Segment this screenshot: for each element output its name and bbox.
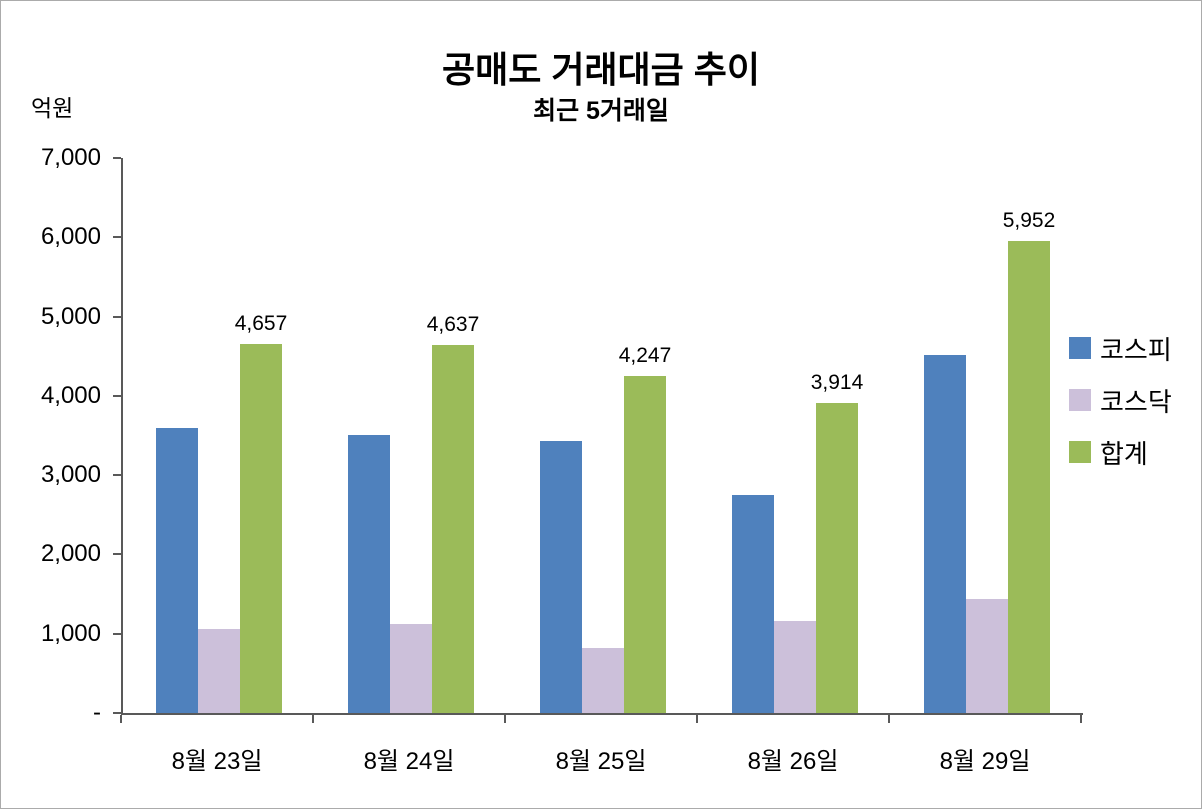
legend-swatch (1069, 389, 1091, 411)
y-tick-label: - (93, 699, 101, 726)
bar-코스닥 (582, 648, 624, 713)
x-tick-mark (1080, 715, 1082, 723)
y-tick-label: 1,000 (40, 619, 101, 647)
bar-합계 (240, 344, 282, 713)
x-tick-label: 8월 25일 (555, 748, 647, 775)
y-tick-label: 2,000 (40, 540, 101, 568)
bar-합계 (624, 376, 666, 713)
data-label: 4,247 (618, 344, 672, 367)
y-tick-label: 3,000 (40, 461, 101, 489)
chart-title: 공매도 거래대금 추이 (441, 49, 761, 90)
data-label: 5,952 (1002, 209, 1056, 232)
x-tick-mark (312, 715, 314, 723)
data-label: 4,637 (426, 313, 480, 336)
x-tick-mark (504, 715, 506, 723)
data-label: 4,657 (234, 312, 288, 335)
x-tick-mark (888, 715, 890, 723)
bar-코스닥 (966, 599, 1008, 713)
x-tick-mark (120, 715, 122, 723)
plot-area: 4,657 4,637 4,247 3,914 5,952 (113, 157, 1083, 715)
legend-label: 코스피 (1100, 334, 1172, 365)
data-label: 3,914 (810, 371, 864, 394)
x-tick-label: 8월 26일 (747, 748, 839, 775)
legend-swatch (1069, 441, 1091, 463)
y-tick-mark (113, 394, 121, 397)
legend-item: 합계 (1069, 438, 1172, 469)
x-tick-label: 8월 29일 (939, 748, 1031, 775)
bar-코스피 (540, 441, 582, 713)
bar-합계 (432, 345, 474, 713)
legend-label: 코스닥 (1100, 386, 1172, 417)
legend-item: 코스닥 (1069, 386, 1172, 417)
bar-코스닥 (198, 629, 240, 713)
y-tick-mark (113, 474, 121, 477)
legend-label: 합계 (1100, 438, 1148, 469)
bar-코스닥 (390, 624, 432, 713)
legend-item: 코스피 (1069, 334, 1172, 365)
y-tick-mark (113, 632, 121, 635)
x-tick-label: 8월 23일 (171, 748, 263, 775)
bar-코스피 (924, 355, 966, 713)
bar-합계 (816, 403, 858, 713)
x-tick-label: 8월 24일 (363, 748, 455, 775)
y-tick-mark (113, 712, 121, 714)
y-tick-label: 5,000 (40, 302, 101, 330)
bar-코스피 (348, 435, 390, 713)
bar-코스닥 (774, 621, 816, 713)
legend-swatch (1069, 337, 1091, 359)
bar-코스피 (732, 495, 774, 713)
chart-subtitle: 최근 5거래일 (533, 97, 669, 125)
y-tick-mark (113, 315, 121, 318)
y-tick-mark (113, 553, 121, 556)
x-tick-mark (696, 715, 698, 723)
y-tick-label: 4,000 (40, 381, 101, 409)
bar-코스피 (156, 428, 198, 713)
bar-합계 (1008, 241, 1050, 713)
y-axis-unit-label: 억원 (31, 95, 74, 121)
y-tick-label: 7,000 (40, 144, 101, 171)
y-tick-mark (113, 157, 121, 159)
y-tick-label: 6,000 (40, 223, 101, 251)
y-tick-mark (113, 236, 121, 239)
